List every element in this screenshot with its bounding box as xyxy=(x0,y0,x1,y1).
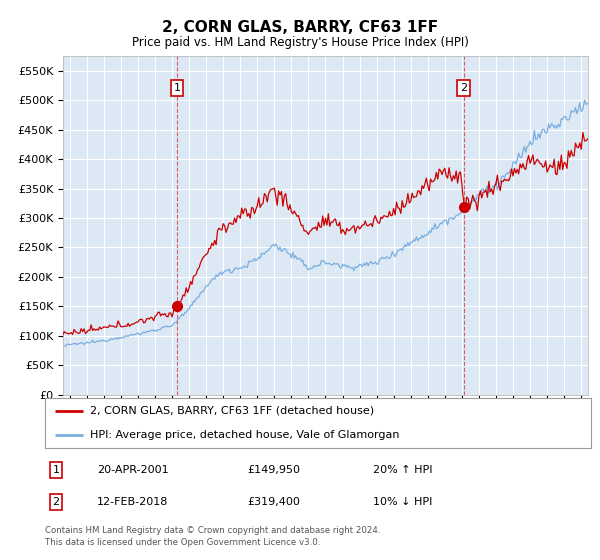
Text: Price paid vs. HM Land Registry's House Price Index (HPI): Price paid vs. HM Land Registry's House … xyxy=(131,36,469,49)
Text: 2, CORN GLAS, BARRY, CF63 1FF (detached house): 2, CORN GLAS, BARRY, CF63 1FF (detached … xyxy=(90,405,374,416)
Text: Contains HM Land Registry data © Crown copyright and database right 2024.
This d: Contains HM Land Registry data © Crown c… xyxy=(45,526,380,547)
Text: £149,950: £149,950 xyxy=(247,465,300,475)
Text: 1: 1 xyxy=(52,465,59,475)
Text: 2: 2 xyxy=(52,497,59,507)
Text: £319,400: £319,400 xyxy=(247,497,300,507)
Text: HPI: Average price, detached house, Vale of Glamorgan: HPI: Average price, detached house, Vale… xyxy=(90,430,399,440)
Text: 12-FEB-2018: 12-FEB-2018 xyxy=(97,497,168,507)
Text: 1: 1 xyxy=(174,83,181,93)
Text: 10% ↓ HPI: 10% ↓ HPI xyxy=(373,497,432,507)
Text: 2: 2 xyxy=(460,83,467,93)
Text: 20-APR-2001: 20-APR-2001 xyxy=(97,465,169,475)
Text: 20% ↑ HPI: 20% ↑ HPI xyxy=(373,465,432,475)
Text: 2, CORN GLAS, BARRY, CF63 1FF: 2, CORN GLAS, BARRY, CF63 1FF xyxy=(162,20,438,35)
